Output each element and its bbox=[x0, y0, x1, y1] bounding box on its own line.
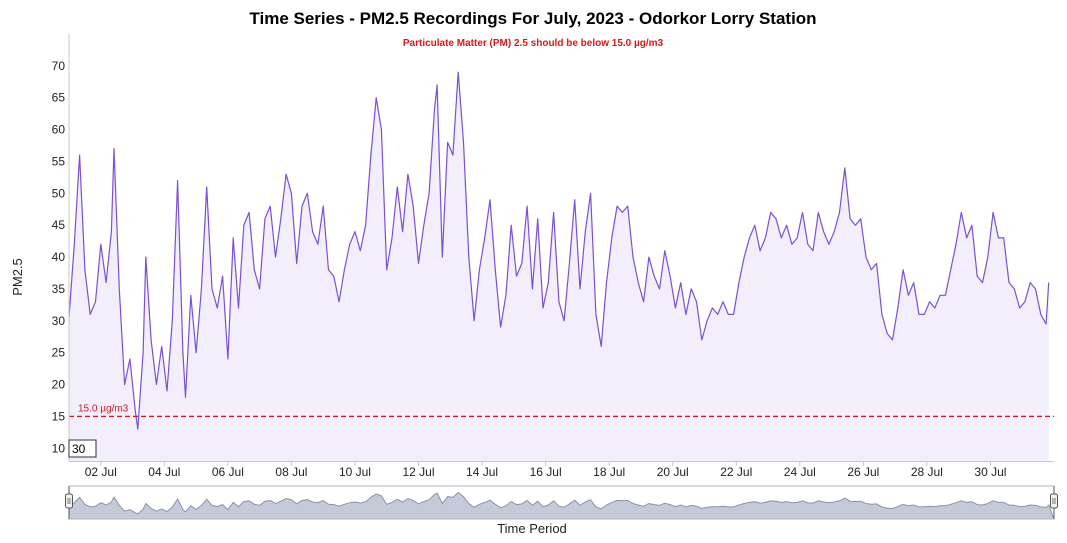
x-tick-label: 14 Jul bbox=[466, 465, 498, 479]
navigator-handle-grip[interactable] bbox=[1050, 493, 1058, 509]
rolling-period-frame[interactable] bbox=[68, 439, 97, 458]
navigator-handle-right[interactable] bbox=[1050, 486, 1058, 519]
x-tick-label: 10 Jul bbox=[339, 465, 371, 479]
x-tick-label: 02 Jul bbox=[85, 465, 117, 479]
chart-title: Time Series - PM2.5 Recordings For July,… bbox=[249, 9, 816, 28]
x-tick-label: 04 Jul bbox=[148, 465, 180, 479]
y-tick-label: 30 bbox=[52, 314, 66, 328]
y-tick-label: 65 bbox=[52, 91, 66, 105]
navigator-series bbox=[68, 491, 1055, 520]
y-tick-label: 55 bbox=[52, 154, 66, 168]
x-tick-label: 26 Jul bbox=[847, 465, 879, 479]
navigator-handle-grip[interactable] bbox=[65, 493, 73, 509]
axes: 10 15 20 25 30 35 40 45 50 55 60 65 70 02 Jul 04 Jul 06… bbox=[52, 34, 1054, 479]
y-tick-label: 50 bbox=[52, 186, 66, 200]
x-tick-label: 18 Jul bbox=[593, 465, 625, 479]
x-tick-label: 08 Jul bbox=[275, 465, 307, 479]
y-tick-label: 60 bbox=[52, 123, 66, 137]
x-tick-label: 30 Jul bbox=[974, 465, 1006, 479]
y-axis-label: PM2.5 bbox=[10, 258, 25, 296]
x-tick-label: 20 Jul bbox=[657, 465, 689, 479]
x-axis-label: Time Period bbox=[497, 521, 567, 536]
x-tick-label: 28 Jul bbox=[911, 465, 943, 479]
y-tick-label: 70 bbox=[52, 59, 66, 73]
navigator-handle-left[interactable] bbox=[65, 486, 73, 519]
threshold-label: 15.0 µg/m3 bbox=[78, 403, 129, 414]
x-tick-label: 22 Jul bbox=[720, 465, 752, 479]
navigator[interactable] bbox=[65, 485, 1058, 520]
y-tick-label: 20 bbox=[52, 378, 66, 392]
x-tick-label: 16 Jul bbox=[530, 465, 562, 479]
y-tick-label: 45 bbox=[52, 218, 66, 232]
series-area bbox=[69, 72, 1049, 461]
series-line[interactable] bbox=[68, 71, 1050, 430]
y-tick-label: 35 bbox=[52, 282, 66, 296]
rolling-period-value: 30 bbox=[72, 442, 86, 456]
y-tick-label: 15 bbox=[52, 409, 66, 423]
rolling-period-box[interactable]: 30 bbox=[68, 439, 97, 458]
x-tick-label: 24 Jul bbox=[784, 465, 816, 479]
plot-area[interactable]: 15.0 µg/m3 bbox=[68, 71, 1054, 461]
y-tick-label: 40 bbox=[52, 250, 66, 264]
chart-subtitle: Particulate Matter (PM) 2.5 should be be… bbox=[403, 38, 664, 49]
x-tick-label: 12 Jul bbox=[403, 465, 435, 479]
y-tick-label: 25 bbox=[52, 346, 66, 360]
y-tick-label: 10 bbox=[52, 441, 66, 455]
x-tick-label: 06 Jul bbox=[212, 465, 244, 479]
